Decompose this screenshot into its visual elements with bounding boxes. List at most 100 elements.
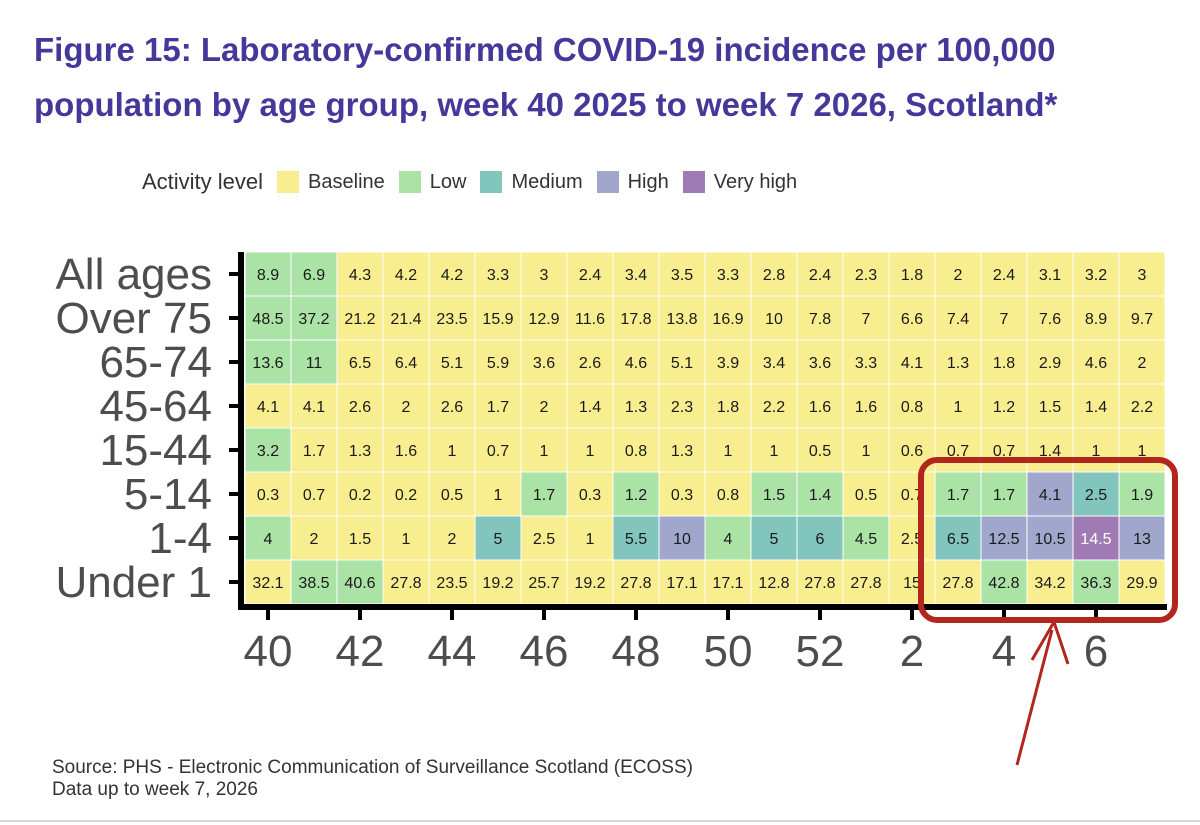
cell-label: 1 — [586, 443, 595, 460]
cell-label: 1.2 — [625, 487, 647, 504]
cell-5-14-week-43 — [382, 471, 430, 517]
cell-label: 27.8 — [390, 575, 421, 592]
cell-under-1-week-41 — [290, 559, 338, 605]
cell-1-4-week-41 — [290, 515, 338, 561]
cell-label: 0.8 — [625, 443, 647, 460]
cell-label: 3.6 — [533, 355, 555, 372]
cell-label: 14.5 — [1080, 531, 1111, 548]
cell-label: 23.5 — [436, 575, 467, 592]
cell-label: 1 — [494, 487, 503, 504]
cell-label: 32.1 — [252, 575, 283, 592]
cell-5-14-week-7 — [1118, 471, 1166, 517]
cell-label: 3 — [1138, 267, 1147, 284]
cell-label: 2 — [402, 399, 411, 416]
cell-label: 36.3 — [1080, 575, 1111, 592]
cell-under-1-week-7 — [1118, 559, 1166, 605]
cell-over-75-week-48 — [612, 295, 660, 341]
cell-label: 38.5 — [298, 575, 329, 592]
cell-45-64-week-1 — [842, 383, 890, 429]
cell-15-44-week-42 — [336, 427, 384, 473]
cell-label: 13.6 — [252, 355, 283, 372]
cell-65-74-week-48 — [612, 339, 660, 385]
cell-label: 1 — [448, 443, 457, 460]
cell-label: 7.8 — [809, 311, 831, 328]
cell-65-74-week-52 — [796, 339, 844, 385]
cell-label: 1.7 — [947, 487, 969, 504]
cell-label: 3.2 — [257, 443, 279, 460]
cell-all-ages-week-6 — [1072, 251, 1120, 297]
cell-label: 1 — [540, 443, 549, 460]
cell-label: 2.2 — [1131, 399, 1153, 416]
legend-item-medium: Medium — [480, 171, 583, 194]
cell-over-75-week-49 — [658, 295, 706, 341]
cell-all-ages-week-7 — [1118, 251, 1166, 297]
cell-label: 1.6 — [395, 443, 417, 460]
cell-65-74-week-1 — [842, 339, 890, 385]
cell-label: 2.6 — [441, 399, 463, 416]
cell-label: 0.6 — [901, 443, 923, 460]
cell-label: 15 — [903, 575, 921, 592]
cell-all-ages-week-1 — [842, 251, 890, 297]
cell-15-44-week-48 — [612, 427, 660, 473]
cell-label: 0.2 — [349, 487, 371, 504]
cell-label: 21.2 — [344, 311, 375, 328]
cell-label: 7 — [862, 311, 871, 328]
cell-15-44-week-46 — [520, 427, 568, 473]
cell-under-1-week-43 — [382, 559, 430, 605]
cell-label: 12.9 — [528, 311, 559, 328]
cell-label: 3.3 — [487, 267, 509, 284]
legend: Activity level Baseline Low Medium High … — [142, 168, 811, 196]
cell-5-14-week-2 — [888, 471, 936, 517]
cell-label: 1.4 — [809, 487, 831, 504]
cell-15-44-week-43 — [382, 427, 430, 473]
cell-label: 3.6 — [809, 355, 831, 372]
legend-swatch-very-high — [682, 171, 705, 193]
cell-label: 6.9 — [303, 267, 325, 284]
cell-label: 0.8 — [901, 399, 923, 416]
cell-label: 10 — [765, 311, 783, 328]
cell-label: 1.5 — [1039, 399, 1061, 416]
cell-over-75-week-45 — [474, 295, 522, 341]
cell-label: 3.3 — [717, 267, 739, 284]
cell-label: 2.3 — [855, 267, 877, 284]
cell-65-74-week-47 — [566, 339, 614, 385]
y-tick-label: All ages — [55, 250, 212, 299]
cell-45-64-week-7 — [1118, 383, 1166, 429]
cell-1-4-week-4 — [980, 515, 1028, 561]
cell-label: 0.5 — [809, 443, 831, 460]
cell-label: 0.8 — [717, 487, 739, 504]
cell-label: 1 — [770, 443, 779, 460]
legend-label-low: Low — [429, 170, 467, 193]
source-line: Source: PHS - Electronic Communication o… — [52, 757, 693, 778]
cell-45-64-week-48 — [612, 383, 660, 429]
cell-label: 1 — [402, 531, 411, 548]
cell-label: 21.4 — [390, 311, 421, 328]
cell-under-1-week-2 — [888, 559, 936, 605]
cell-1-4-week-43 — [382, 515, 430, 561]
x-tick-label: 2 — [900, 627, 924, 676]
x-tick-label: 48 — [612, 627, 661, 676]
cell-label: 13.8 — [666, 311, 697, 328]
legend-item-very-high: Very high — [682, 171, 797, 194]
cell-label: 1.7 — [993, 487, 1015, 504]
cell-label: 1.7 — [303, 443, 325, 460]
cell-label: 4.1 — [901, 355, 923, 372]
cell-label: 5.1 — [671, 355, 693, 372]
cell-label: 4.2 — [441, 267, 463, 284]
cell-label: 4 — [264, 531, 273, 548]
cell-under-1-week-47 — [566, 559, 614, 605]
legend-title: Activity level — [142, 169, 264, 194]
cell-45-64-week-46 — [520, 383, 568, 429]
cell-label: 17.8 — [620, 311, 651, 328]
cell-label: 6 — [816, 531, 825, 548]
heatmap-cells — [244, 251, 1166, 605]
cell-label: 3.9 — [717, 355, 739, 372]
cell-65-74-week-45 — [474, 339, 522, 385]
cell-label: 15.9 — [482, 311, 513, 328]
cell-label: 1 — [724, 443, 733, 460]
cell-label: 0.7 — [947, 443, 969, 460]
cell-label: 0.7 — [487, 443, 509, 460]
cell-label: 4.1 — [1039, 487, 1061, 504]
cell-label: 2 — [540, 399, 549, 416]
